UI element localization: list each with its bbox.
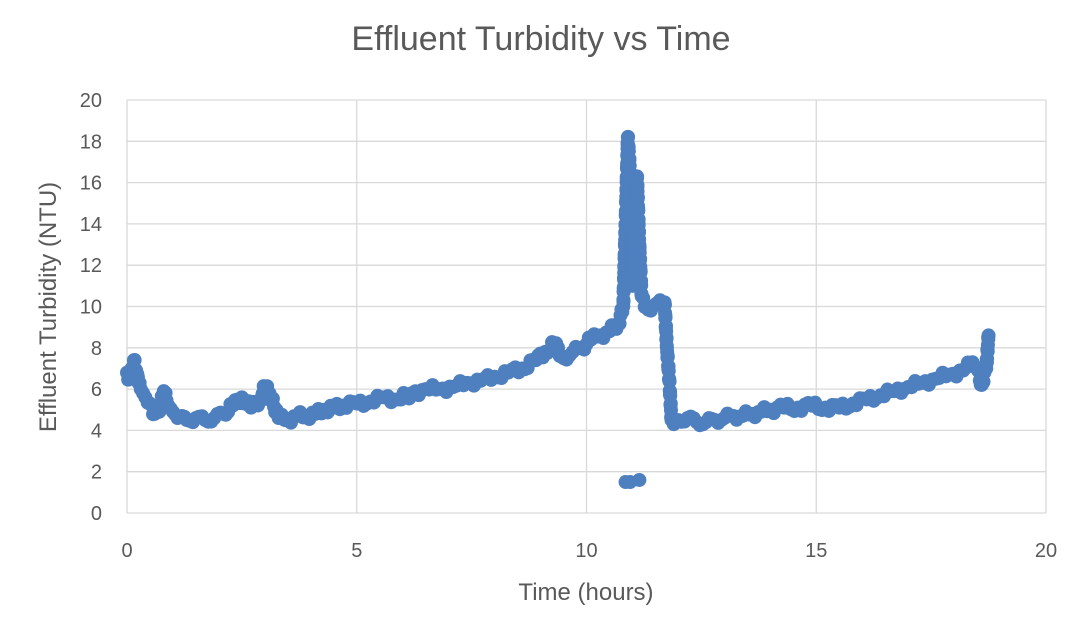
y-tick-label: 14 [80, 214, 102, 236]
y-axis-title: Effluent Turbidity (NTU) [35, 182, 62, 432]
y-tick-label: 16 [80, 173, 102, 195]
x-tick-label: 20 [1035, 540, 1057, 562]
y-tick-label: 10 [80, 297, 102, 319]
y-tick-label: 8 [91, 338, 102, 360]
y-tick-label: 2 [91, 462, 102, 484]
data-points [120, 129, 996, 490]
outlier-point [632, 472, 647, 487]
gridlines [126, 99, 1047, 514]
y-tick-label: 4 [91, 420, 102, 442]
x-tick-label: 5 [351, 540, 362, 562]
y-tick-label: 20 [80, 90, 102, 112]
x-tick-label: 10 [575, 540, 597, 562]
data-point [981, 328, 996, 343]
tick-labels: 0 2 4 6 8 10 12 14 16 18 20 0 5 10 15 20 [80, 90, 1057, 562]
y-tick-label: 0 [91, 503, 102, 525]
y-tick-label: 12 [80, 255, 102, 277]
y-tick-label: 18 [80, 131, 102, 153]
y-tick-label: 6 [91, 379, 102, 401]
chart-title: Effluent Turbidity vs Time [351, 20, 730, 58]
x-tick-label: 0 [121, 540, 132, 562]
x-axis-title: Time (hours) [518, 579, 653, 606]
x-tick-label: 15 [805, 540, 827, 562]
